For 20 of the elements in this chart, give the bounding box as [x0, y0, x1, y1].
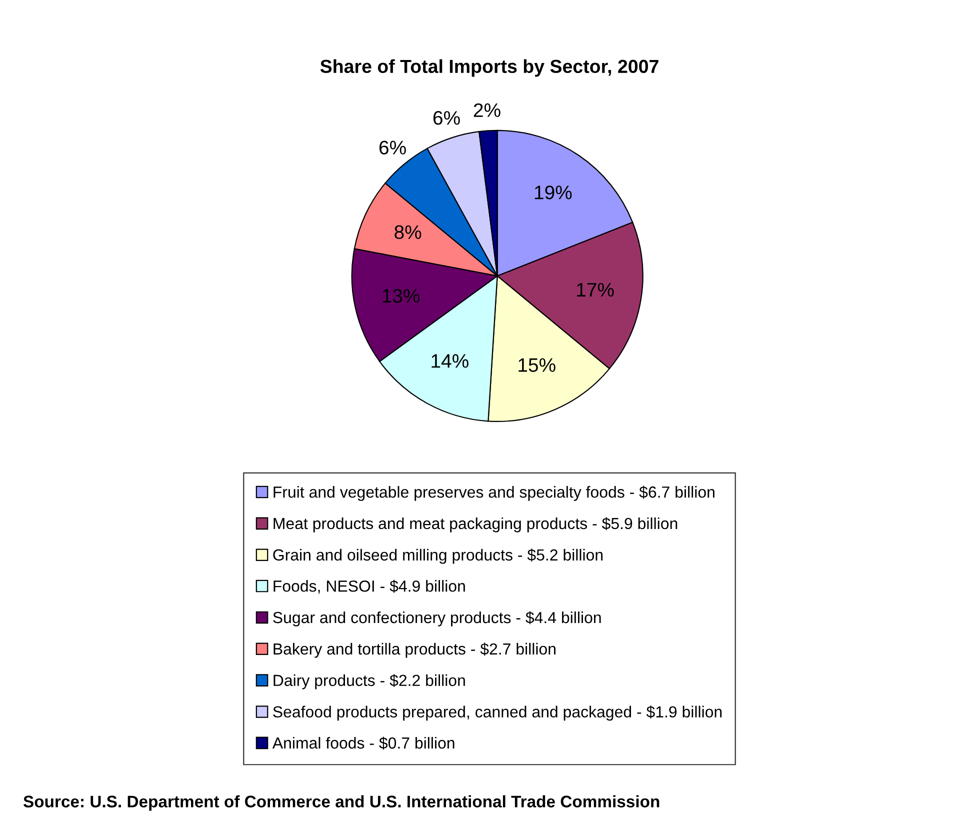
chart-title: Share of Total Imports by Sector, 2007	[320, 59, 658, 77]
data-label: 6%	[433, 111, 460, 125]
data-label: 17%	[577, 282, 614, 297]
data-label: 6%	[379, 140, 406, 154]
legend-label: Bakery and tortilla products - $2.7 billion	[274, 642, 556, 658]
legend-label: Sugar and confectionery products - $4.4 billion	[273, 611, 601, 626]
legend-label: Foods, NESOI - $4.9 billion	[274, 580, 465, 594]
legend-label: Animal foods - $0.7 billion	[272, 736, 454, 750]
source-note: Source: U.S. Department of Commerce and U.S. International Trade Commission	[23, 795, 660, 811]
legend-label: Meat products and meat packaging products - $5.9 billion	[274, 517, 678, 532]
data-label: 14%	[432, 354, 468, 368]
data-label: 2%	[474, 103, 500, 118]
data-label: 13%	[382, 288, 420, 303]
data-label: 19%	[534, 186, 572, 200]
legend-label: Seafood products prepared, canned and packaged - $1.9 billion	[273, 706, 722, 721]
data-label: 15%	[518, 358, 556, 372]
data-label: 8%	[394, 225, 422, 240]
legend-label: Fruit and vegetable preserves and specialty foods - $6.7 billion	[274, 486, 714, 501]
legend-label: Grain and oilseed milling products - $5.2 billion	[273, 548, 603, 564]
legend-label: Dairy products - $2.2 billion	[274, 674, 465, 690]
